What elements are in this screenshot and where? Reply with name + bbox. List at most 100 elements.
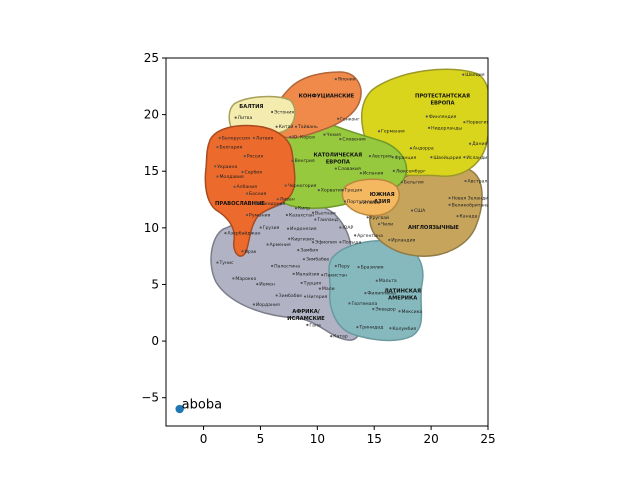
map-country-dot [291, 159, 294, 162]
x-tick-label: 25 [480, 432, 495, 446]
map-country-label: Ю. Корея [292, 134, 315, 140]
map-country-label: Зимбабве [306, 257, 330, 263]
map-country-dot [270, 264, 274, 268]
map-country-label: Италия [363, 200, 381, 206]
map-country-dot [359, 201, 362, 204]
map-country-dot [388, 238, 391, 242]
map-country-dot [303, 295, 307, 298]
map-country-dot [311, 211, 315, 214]
map-country-dot [245, 192, 249, 195]
map-country-label: Великобритания [452, 202, 493, 208]
map-country-label: Люксембург [396, 168, 426, 174]
map-country-label: Зимбабве [279, 293, 303, 299]
y-tick-label: 25 [144, 51, 159, 65]
map-country-dot [359, 172, 362, 175]
y-tick-label: 5 [151, 277, 159, 291]
map-country-label: Малайзия [296, 270, 320, 277]
map-country-dot [341, 189, 344, 192]
map-country-label: Ирландия [391, 237, 415, 243]
map-country-dot [275, 125, 278, 128]
map-country-dot [318, 287, 321, 290]
map-country-dot [368, 155, 372, 158]
map-country-dot [285, 213, 288, 217]
map-country-label: Замбия [300, 248, 318, 254]
map-country-dot [243, 155, 246, 158]
map-country-dot [339, 241, 342, 244]
map-country-label: Гватемала [351, 301, 377, 307]
map-country-dot [456, 215, 459, 218]
map-country-dot [317, 189, 320, 192]
map-country-label: Греция [345, 188, 363, 194]
map-country-label: Азербайджан [227, 230, 260, 237]
map-country-dot [448, 203, 451, 206]
map-country-dot [216, 145, 219, 149]
map-country-dot [343, 200, 347, 203]
map-country-dot [224, 232, 227, 235]
map-country-dot [392, 169, 395, 172]
map-country-label: Тунис [218, 260, 234, 266]
map-country-dot [276, 198, 279, 201]
map-country-dot [366, 216, 369, 219]
map-country-label: Румыния [249, 213, 271, 219]
map-country-label: Нидерланды [431, 125, 462, 131]
map-country-dot [336, 117, 340, 120]
map-country-label: Уругвай [370, 214, 389, 221]
region-title-protestant: ЕВРОПА [430, 101, 454, 107]
map-country-label: Китай [279, 123, 294, 130]
map-country-dot [289, 135, 292, 138]
map-country-dot [284, 184, 287, 187]
map-country-label: Дания [472, 141, 487, 147]
map-country-dot [339, 138, 342, 141]
map-country-label: Новая Зеландия [452, 196, 492, 202]
map-country-label: Пакистан [324, 273, 347, 279]
map-country-label: Мексика [402, 309, 423, 315]
region-title-catholic: КАТОЛИЧЕСКАЯ [313, 153, 362, 159]
map-country-dot [377, 130, 381, 133]
axes-frame [165, 57, 489, 427]
region-title-africa: ИСЛАМСКИЕ [287, 316, 325, 322]
map-country-label: Сербия [245, 169, 263, 175]
y-tick-label: 15 [144, 164, 159, 178]
map-country-label: Чили [381, 222, 393, 228]
map-country-label: Эфиопия [315, 240, 337, 246]
map-country-dot [216, 261, 219, 264]
map-country-label: Македония [258, 201, 285, 207]
map-country-dot [409, 147, 413, 150]
map-country-label: Молдавия [219, 174, 243, 180]
region-title-south_asia: АЗИЯ [374, 199, 390, 205]
map-country-label: Хорватия [321, 188, 344, 194]
map-country-label: Аргентина [357, 233, 383, 239]
region-orthodox [204, 124, 296, 257]
map-country-label: Нигерия [307, 294, 328, 300]
y-tick-label: 10 [144, 221, 159, 235]
region-title-africa: АФРИКА/ [292, 309, 320, 315]
map-country-dot [357, 266, 360, 269]
map-country-dot [232, 277, 235, 280]
scatter-point [175, 404, 184, 414]
map-country-label: Босния [249, 191, 266, 197]
map-country-dot [292, 272, 295, 276]
scatter-points: aboba [175, 398, 222, 414]
map-country-label: Литва [238, 115, 253, 121]
map-country-dot [321, 273, 324, 277]
map-country-label: Вьетнам [315, 210, 336, 216]
map-country-label: Иордания [256, 302, 280, 308]
map-country-label: Тайвань [297, 123, 318, 130]
map-country-dot [377, 222, 381, 226]
map-country-label: Словакия [338, 166, 361, 172]
map-country-label: Словения [342, 137, 365, 143]
map-country-dot [463, 121, 466, 124]
map-country-dot [216, 175, 219, 178]
map-country-label: США [414, 208, 426, 214]
map-country-label: Канада [460, 214, 478, 220]
map-country-dot [448, 196, 451, 200]
map-country-label: Ирак [245, 249, 257, 255]
map-country-dot [252, 136, 255, 140]
y-tick-label: 0 [151, 334, 159, 348]
map-country-dot [266, 243, 269, 246]
map-country-dot [375, 279, 378, 282]
map-country-label: Колумбия [392, 326, 416, 332]
map-country-label: Франция [395, 155, 417, 161]
